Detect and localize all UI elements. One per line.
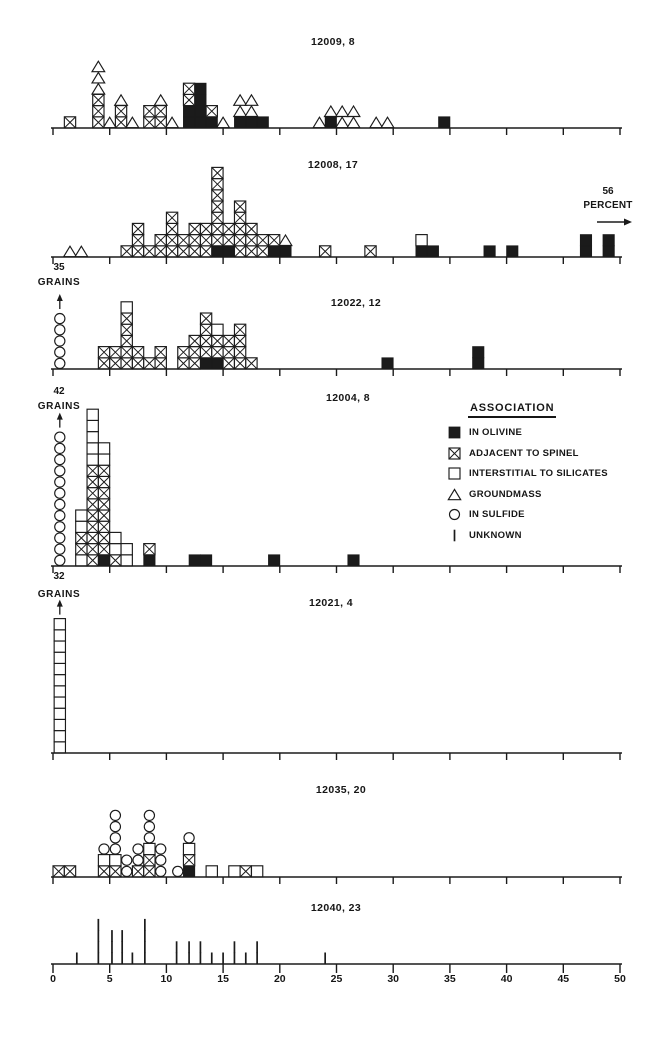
- legend-item-groundmass: GROUNDMASS: [447, 488, 608, 501]
- panel-label-12008-17: 12008, 17: [307, 159, 359, 171]
- panel-label-12035-20: 12035, 20: [315, 784, 367, 796]
- offscale-value-label: 56: [602, 186, 614, 197]
- filled-square-icon: [447, 426, 463, 439]
- panel-label-12009-8: 12009, 8: [310, 36, 356, 48]
- legend-item-label: UNKNOWN: [469, 530, 522, 542]
- legend-item-in-sulfide: IN SULFIDE: [447, 509, 608, 521]
- grains-count-12022: 35: [53, 262, 65, 273]
- panel-12022-12: [51, 294, 622, 376]
- legend-item-label: ADJACENT TO SPINEL: [469, 447, 579, 459]
- legend-item-label: INTERSTITIAL TO SILICATES: [469, 468, 608, 480]
- triangle-icon: [447, 488, 463, 501]
- legend-item-unknown: UNKNOWN: [447, 529, 608, 542]
- panel-12009-8: [51, 60, 622, 135]
- axis-tick-label-5: 5: [106, 973, 113, 985]
- open-square-icon: [447, 467, 463, 480]
- legend-item-in-olivine: IN OLIVINE: [447, 426, 608, 439]
- grains-count-12021: 32: [53, 571, 65, 582]
- vertical-bar-icon: [447, 529, 463, 542]
- panel-12040-23: [51, 918, 622, 973]
- grains-word-12004: GRAINS: [37, 401, 81, 412]
- axis-tick-label-15: 15: [217, 973, 229, 985]
- panel-label-12040-23: 12040, 23: [310, 902, 362, 914]
- legend-item-interstitial-to-silicates: INTERSTITIAL TO SILICATES: [447, 467, 608, 480]
- legend-item-label: IN SULFIDE: [469, 509, 525, 521]
- legend-title: ASSOCIATION: [468, 402, 557, 418]
- offscale-percent-label: PERCENT: [583, 200, 633, 211]
- grains-word-12022: GRAINS: [37, 277, 81, 288]
- axis-tick-label-35: 35: [444, 973, 456, 985]
- legend-item-label: IN OLIVINE: [469, 427, 523, 439]
- panel-12004-8: [51, 408, 622, 573]
- axis-tick-label-25: 25: [330, 973, 343, 985]
- grains-word-12021: GRAINS: [37, 589, 81, 600]
- crossed-square-icon: [447, 447, 463, 460]
- circle-icon: [447, 508, 463, 521]
- axis-tick-label-30: 30: [387, 973, 400, 985]
- panel-label-12004-8: 12004, 8: [325, 392, 371, 404]
- legend-item-label: GROUNDMASS: [469, 488, 542, 500]
- panel-label-12022-12: 12022, 12: [330, 297, 382, 309]
- axis-tick-label-0: 0: [50, 973, 56, 985]
- axis-tick-label-50: 50: [614, 973, 626, 985]
- axis-tick-label-45: 45: [557, 973, 570, 985]
- axis-tick-label-10: 10: [160, 973, 173, 985]
- legend-item-adjacent-to-spinel: ADJACENT TO SPINEL: [447, 447, 608, 460]
- panel-12035-20: [51, 809, 622, 884]
- axis-tick-label-20: 20: [273, 973, 286, 985]
- axis-tick-label-40: 40: [500, 973, 513, 985]
- grains-count-12004: 42: [53, 386, 65, 397]
- panel-12008-17: [51, 166, 632, 264]
- association-legend: ASSOCIATION IN OLIVINE ADJACENT TO SPINE…: [447, 398, 608, 542]
- panel-label-12021-4: 12021, 4: [308, 597, 354, 609]
- panel-12021-4: [51, 599, 622, 760]
